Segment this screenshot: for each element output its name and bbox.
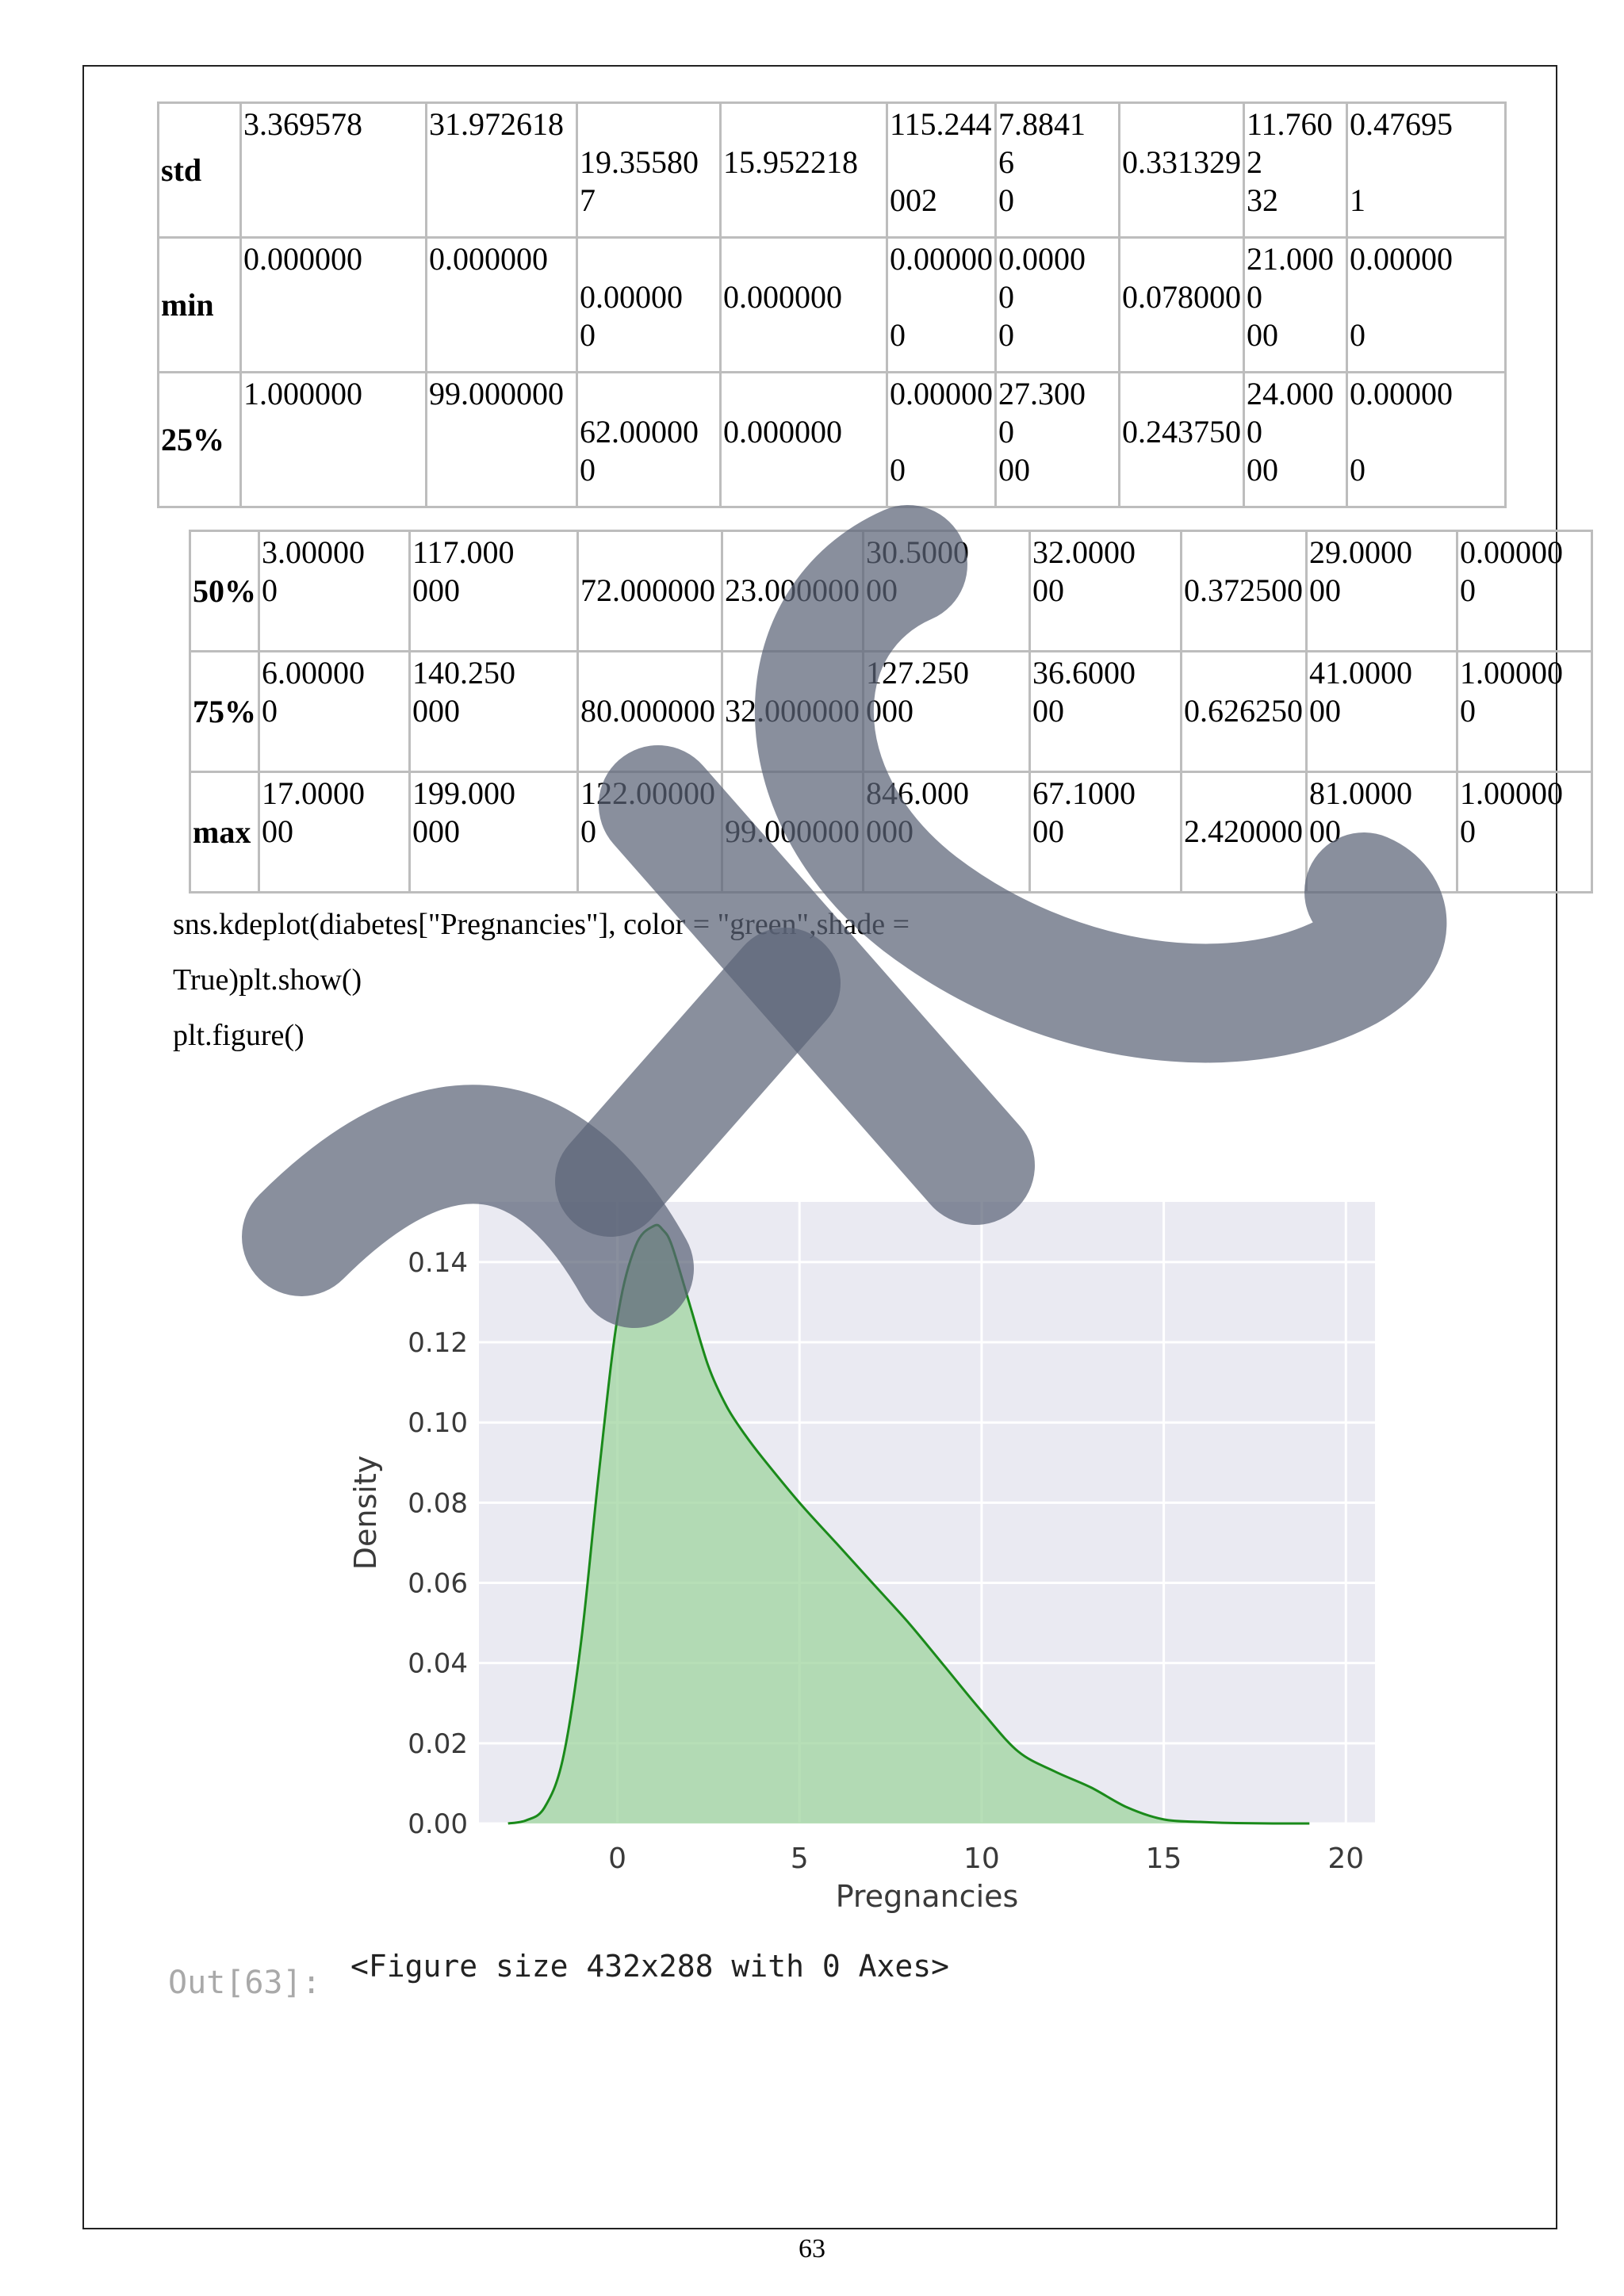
x-tick-label: 0 — [608, 1843, 626, 1875]
table-cell: 0.000000 — [719, 371, 888, 508]
table-row: 75% 6.00000 0 140.250 000 80.000000 32.000… — [189, 650, 1593, 773]
row-label: 25% — [157, 371, 242, 508]
row-label: max — [189, 771, 260, 894]
row-label: min — [157, 236, 242, 373]
x-tick-label: 10 — [963, 1843, 1000, 1875]
stats-table-top: std 3.369578 31.972618 19.35580 7 15.95221… — [157, 101, 1507, 508]
table-cell: 32.000000 — [721, 650, 864, 773]
table-cell: 0.331329 — [1118, 101, 1245, 239]
code-line: sns.kdeplot(diabetes["Pregnancies"], col… — [173, 908, 910, 941]
table-row: min 0.000000 0.000000 0.00000 0 0.000000 0.… — [157, 236, 1507, 373]
table-cell: 2.420000 — [1180, 771, 1308, 894]
table-cell: 0.47695 1 — [1346, 101, 1507, 239]
output-prompt: Out[63]: — [168, 1965, 321, 2001]
density-line — [508, 1223, 1310, 1825]
table-cell: 0.243750 — [1118, 371, 1245, 508]
table-cell: 846.000 000 — [862, 771, 1031, 894]
code-line: True)plt.show() — [173, 963, 362, 997]
table-cell: 81.0000 00 — [1305, 771, 1458, 894]
table-cell: 3.369578 — [239, 101, 427, 239]
table-cell: 0.00000 0 — [1346, 236, 1507, 373]
table-cell: 62.00000 0 — [576, 371, 722, 508]
x-axis-label: Pregnancies — [836, 1879, 1019, 1914]
table-cell: 67.1000 00 — [1028, 771, 1182, 894]
row-label: 50% — [189, 530, 260, 652]
table-cell: 19.35580 7 — [576, 101, 722, 239]
table-cell: 0.000000 — [425, 236, 578, 373]
y-tick-label: 0.12 — [408, 1327, 468, 1359]
x-tick-label: 15 — [1146, 1843, 1182, 1875]
table-cell: 0.000000 — [719, 236, 888, 373]
y-tick-label: 0.14 — [408, 1247, 468, 1279]
table-cell: 0.372500 — [1180, 530, 1308, 652]
table-cell: 15.952218 — [719, 101, 888, 239]
table-cell: 99.000000 — [721, 771, 864, 894]
x-tick-label: 20 — [1327, 1843, 1364, 1875]
table-cell: 0.00000 0 — [1456, 530, 1593, 652]
table-row: std 3.369578 31.972618 19.35580 7 15.95221… — [157, 101, 1507, 239]
table-cell: 0.626250 — [1180, 650, 1308, 773]
table-cell: 115.244 002 — [886, 101, 997, 239]
density-fill — [508, 1225, 1310, 1824]
table-row: max 17.0000 00 199.000 000 122.00000 0 99.0… — [189, 771, 1593, 894]
table-row: 25% 1.000000 99.000000 62.00000 0 0.000000… — [157, 371, 1507, 508]
table-cell: 17.0000 00 — [258, 771, 411, 894]
table-cell: 0.078000 — [1118, 236, 1245, 373]
y-tick-label: 0.06 — [408, 1568, 468, 1600]
table-cell: 199.000 000 — [408, 771, 579, 894]
table-cell: 36.6000 00 — [1028, 650, 1182, 773]
table-cell: 80.000000 — [576, 650, 723, 773]
stats-table-bottom: 50% 3.00000 0 117.000 000 72.000000 23.000… — [189, 530, 1593, 894]
code-line: plt.figure() — [173, 1019, 304, 1052]
kde-chart: 0 5 10 15 20 0.00 0.02 0.04 0.06 0.08 0.10 0.12 0.14… — [348, 1202, 1375, 1914]
y-tick-label: 0.00 — [408, 1808, 468, 1840]
output-text: <Figure size 432x288 with 0 Axes> — [350, 1949, 949, 1984]
table-cell: 1.00000 0 — [1456, 650, 1593, 773]
table-cell: 140.250 000 — [408, 650, 579, 773]
y-tick-label: 0.10 — [408, 1407, 468, 1439]
table-cell: 0.00000 0 — [886, 236, 997, 373]
table-cell: 27.300 0 00 — [994, 371, 1120, 508]
table-cell: 3.00000 0 — [258, 530, 411, 652]
y-tick-label: 0.08 — [408, 1487, 468, 1519]
table-cell: 31.972618 — [425, 101, 578, 239]
table-cell: 41.0000 00 — [1305, 650, 1458, 773]
y-tick-label: 0.04 — [408, 1648, 468, 1680]
table-cell: 0.00000 0 — [1346, 371, 1507, 508]
page-border — [82, 65, 1557, 2229]
table-cell: 127.250 000 — [862, 650, 1031, 773]
table-cell: 6.00000 0 — [258, 650, 411, 773]
table-cell: 0.000000 — [239, 236, 427, 373]
x-tick-label: 5 — [791, 1843, 809, 1875]
y-axis-label: Density — [348, 1456, 383, 1570]
row-label: 75% — [189, 650, 260, 773]
table-cell: 32.0000 00 — [1028, 530, 1182, 652]
table-cell: 0.00000 0 — [886, 371, 997, 508]
table-cell: 122.00000 0 — [576, 771, 723, 894]
y-tick-label: 0.02 — [408, 1728, 468, 1760]
table-cell: 0.00000 0 — [576, 236, 722, 373]
table-cell: 7.8841 6 0 — [994, 101, 1120, 239]
table-cell: 1.000000 — [239, 371, 427, 508]
table-cell: 23.000000 — [721, 530, 864, 652]
row-label: std — [157, 101, 242, 239]
table-cell: 99.000000 — [425, 371, 578, 508]
table-cell: 24.000 0 00 — [1243, 371, 1348, 508]
table-cell: 72.000000 — [576, 530, 723, 652]
table-row: 50% 3.00000 0 117.000 000 72.000000 23.000… — [189, 530, 1593, 652]
table-cell: 117.000 000 — [408, 530, 579, 652]
page-number: 63 — [799, 2234, 825, 2263]
table-cell: 11.760 2 32 — [1243, 101, 1348, 239]
table-cell: 30.5000 00 — [862, 530, 1031, 652]
table-cell: 1.00000 0 — [1456, 771, 1593, 894]
table-cell: 0.0000 0 0 — [994, 236, 1120, 373]
table-cell: 21.000 0 00 — [1243, 236, 1348, 373]
table-cell: 29.0000 00 — [1305, 530, 1458, 652]
